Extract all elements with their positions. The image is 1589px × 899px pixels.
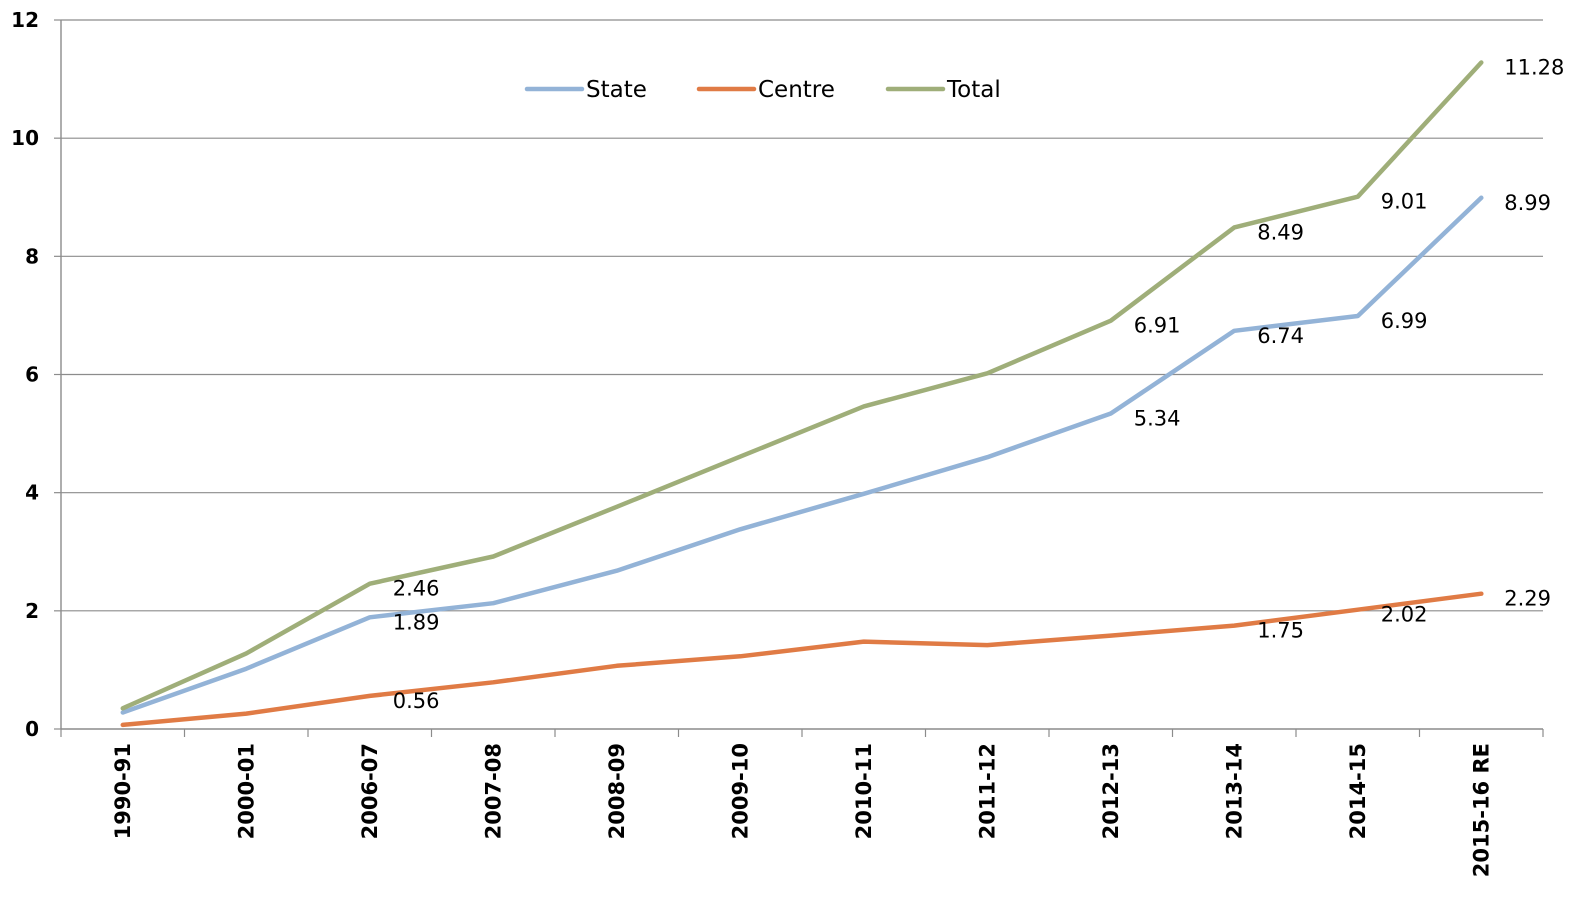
series-line-state bbox=[120, 195, 1484, 715]
data-label-total: 11.28 bbox=[1504, 56, 1564, 80]
data-label-centre: 0.56 bbox=[393, 689, 440, 713]
y-tick-label: 0 bbox=[25, 717, 39, 741]
data-label-centre: 2.29 bbox=[1504, 587, 1551, 611]
x-tick-label: 2012-13 bbox=[1099, 743, 1123, 839]
data-label-state: 6.74 bbox=[1257, 324, 1304, 348]
y-tick-label: 4 bbox=[25, 481, 39, 505]
series-lines bbox=[120, 60, 1484, 728]
x-tick-label: 1990-91 bbox=[111, 743, 135, 839]
x-tick-label: 2007-08 bbox=[481, 743, 505, 839]
gridlines bbox=[61, 19, 1543, 612]
x-tick-label: 2013-14 bbox=[1222, 743, 1246, 839]
x-tick-label: 2015-16 RE bbox=[1469, 743, 1493, 877]
data-label-state: 6.99 bbox=[1381, 309, 1428, 333]
y-tick-label: 12 bbox=[11, 8, 39, 32]
x-tick-label: 2009-10 bbox=[728, 743, 752, 839]
series-line-total bbox=[120, 60, 1484, 711]
data-label-state: 5.34 bbox=[1134, 406, 1181, 430]
x-tick-label: 2011-12 bbox=[975, 743, 999, 839]
x-tick-label: 2010-11 bbox=[852, 743, 876, 839]
y-tick-label: 8 bbox=[25, 244, 39, 268]
legend-label-total: Total bbox=[946, 77, 1001, 103]
data-labels: 1.89 5.34 6.74 6.99 8.99 0.56 1.75 2.02 2.29 2.46… bbox=[393, 56, 1565, 713]
data-label-centre: 1.75 bbox=[1257, 619, 1304, 643]
data-label-total: 8.49 bbox=[1257, 220, 1304, 244]
legend-label-centre: Centre bbox=[758, 77, 835, 103]
data-label-total: 9.01 bbox=[1381, 190, 1428, 214]
data-label-total: 2.46 bbox=[393, 577, 440, 601]
series-line-centre bbox=[120, 591, 1484, 728]
y-tick-label: 6 bbox=[25, 363, 39, 387]
y-tick-label: 10 bbox=[11, 126, 39, 150]
data-label-state: 1.89 bbox=[393, 610, 440, 634]
axes: 0 2 4 6 8 10 12 1990-91 2000-01 2006-07 2007-08 200… bbox=[11, 8, 1544, 877]
legend-label-state: State bbox=[586, 77, 647, 103]
data-label-centre: 2.02 bbox=[1381, 603, 1428, 627]
data-label-total: 6.91 bbox=[1134, 314, 1181, 338]
x-tick-label: 2006-07 bbox=[358, 743, 382, 839]
x-tick-label: 2000-01 bbox=[234, 743, 258, 839]
y-tick-label: 2 bbox=[25, 599, 39, 623]
x-tick-label: 2008-09 bbox=[605, 743, 629, 839]
legend: State Centre Total bbox=[524, 77, 1001, 103]
x-tick-label: 2014-15 bbox=[1346, 743, 1370, 839]
data-label-state: 8.99 bbox=[1504, 191, 1551, 215]
